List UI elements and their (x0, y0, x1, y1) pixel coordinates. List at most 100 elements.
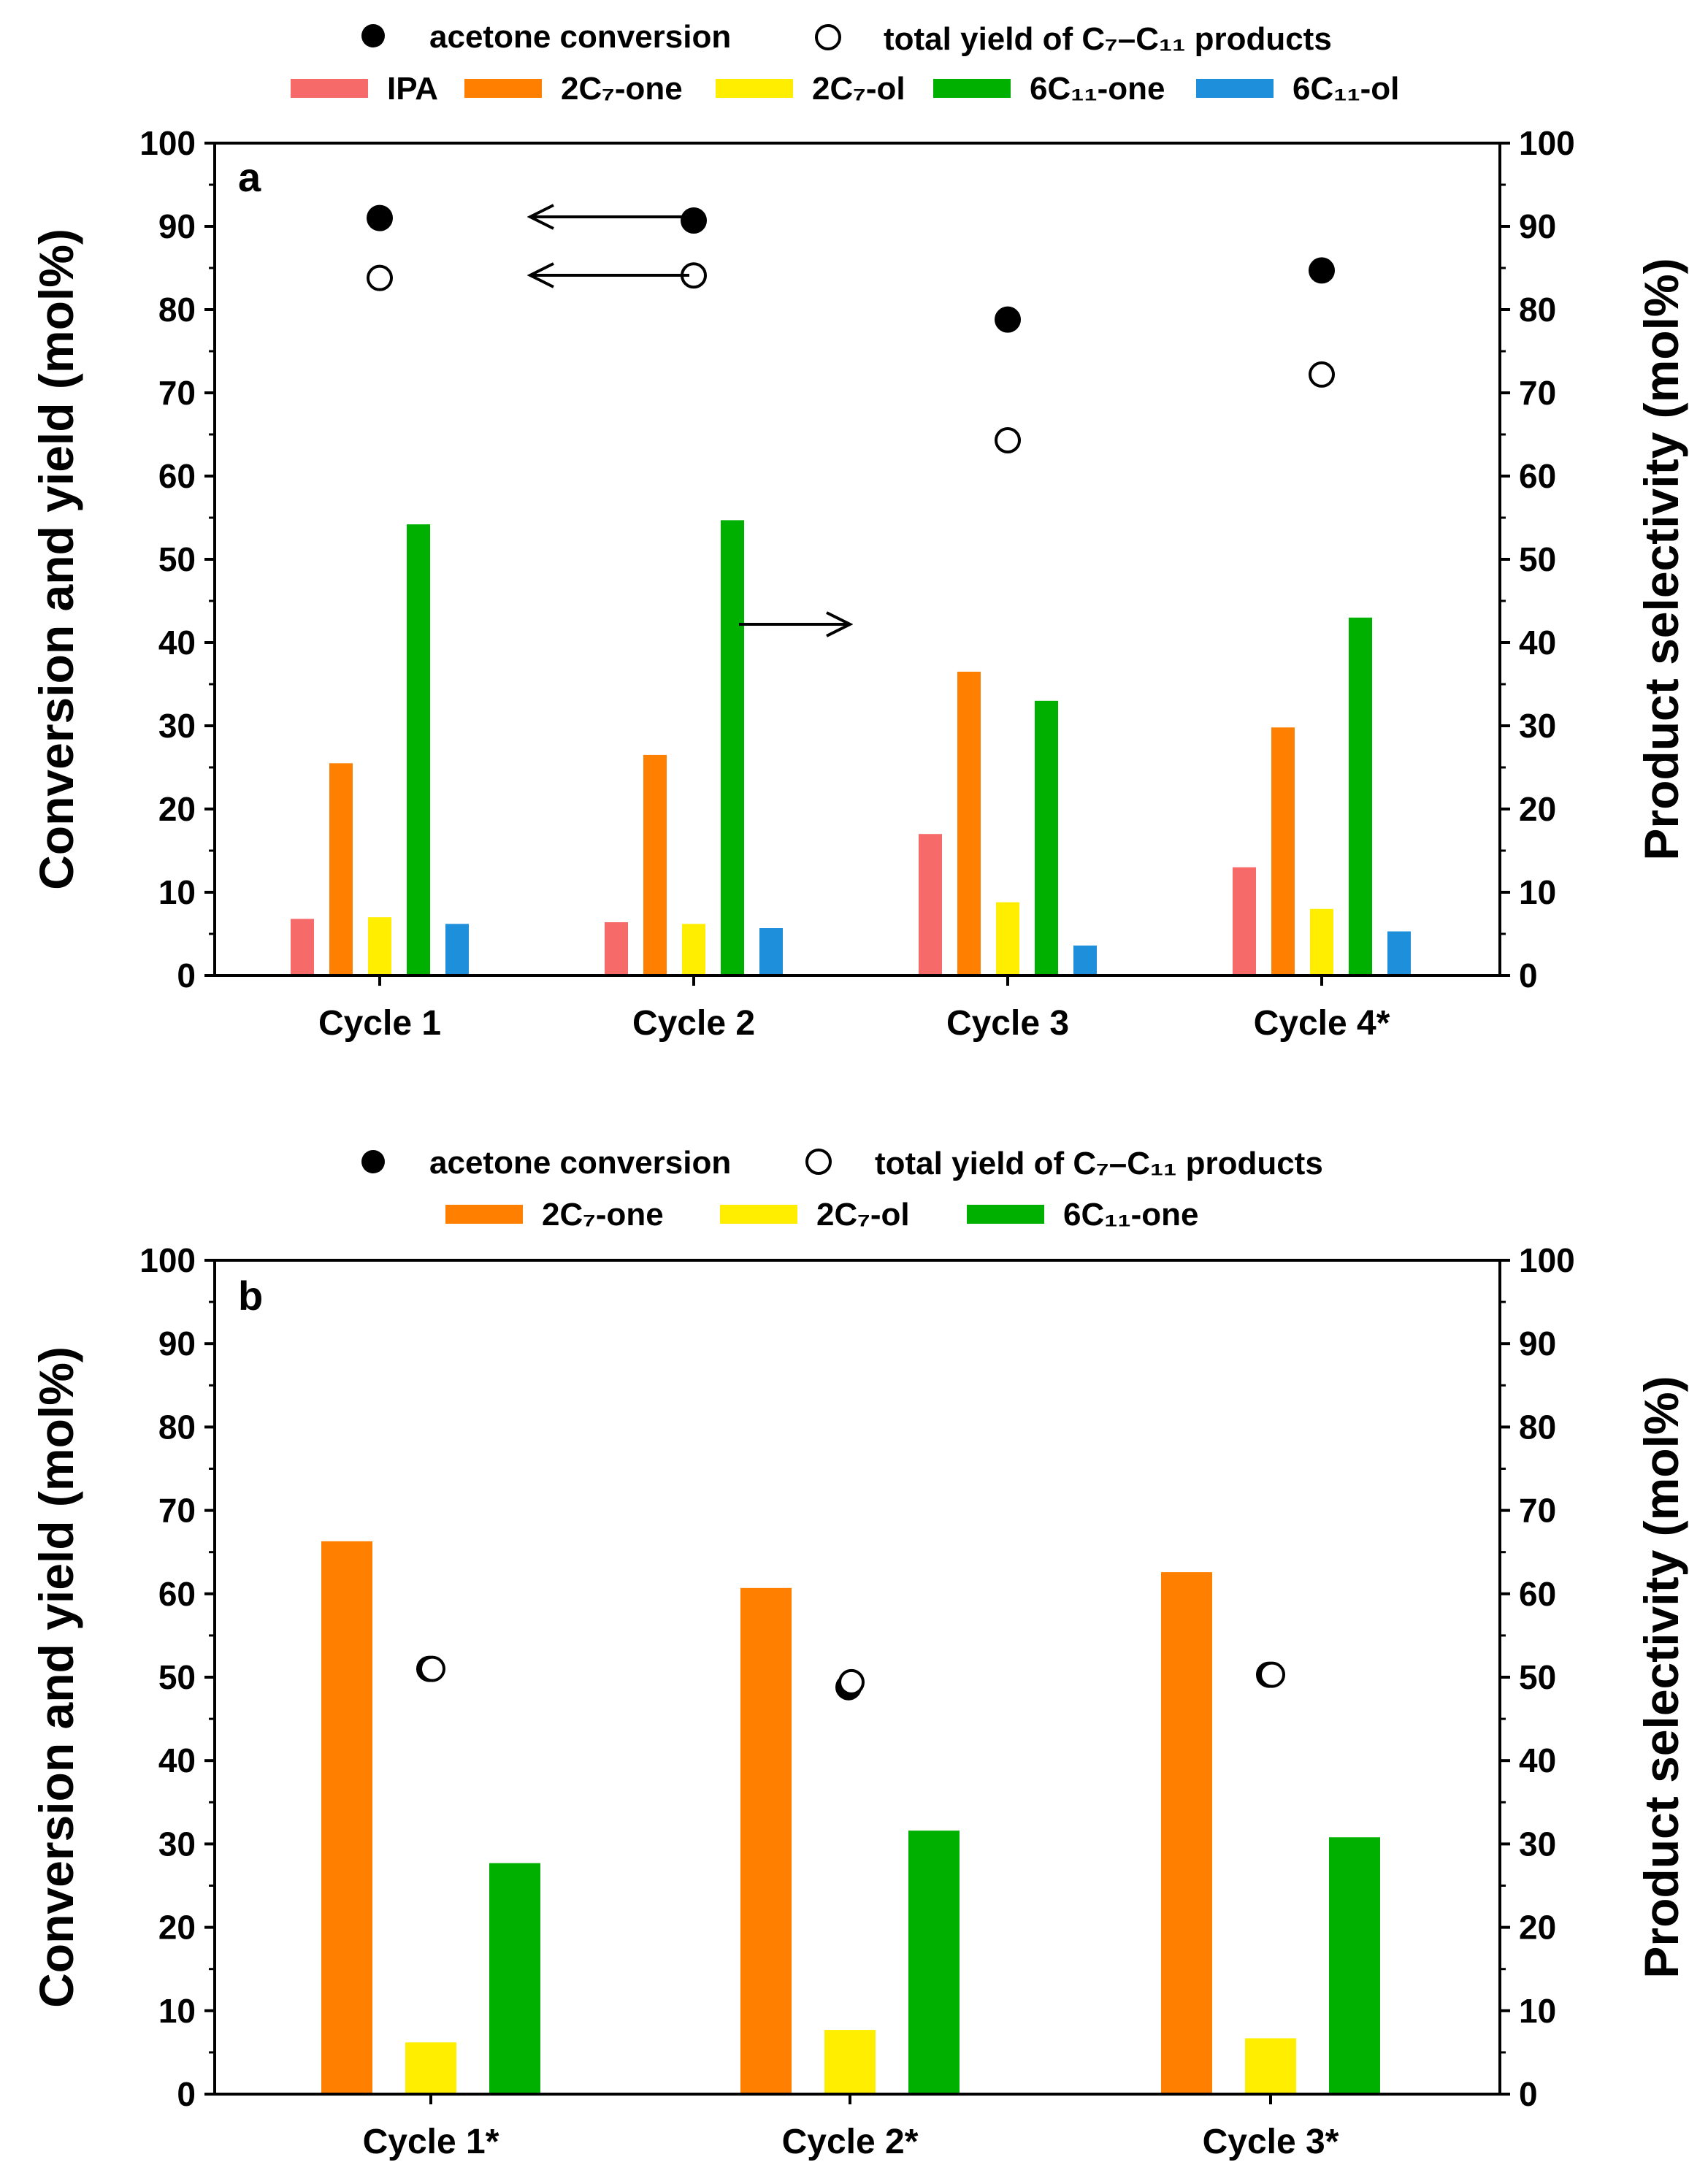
right-tick-label: 20 (1519, 790, 1556, 828)
point-total-yield-cycle-2 (838, 1668, 865, 1695)
point-acetone-conversion-cycle-3 (995, 306, 1021, 333)
left-tick-label: 100 (139, 1241, 196, 1279)
right-tick-label: 50 (1519, 540, 1556, 578)
panel-a-plot-frame (213, 142, 1501, 977)
bar-2c7-ol-cycle-4 (1310, 908, 1333, 975)
bar-2c7-ol-cycle-3 (996, 902, 1019, 975)
right-tick-label: 60 (1519, 1575, 1556, 1613)
left-tick-label: 80 (158, 1408, 196, 1446)
left-tick-label: 40 (158, 624, 196, 662)
right-tick-label: 60 (1519, 457, 1556, 495)
legend-label-total-yield: total yield of C₇–C₁₁ products (884, 21, 1332, 57)
left-tick-label: 40 (158, 1741, 196, 1779)
x-tick-label: Cycle 3* (1203, 2123, 1339, 2161)
legend-swatch-2c7-ol (716, 79, 793, 98)
panel-b-points (416, 1655, 1285, 1701)
bar-6c11-one-cycle-1 (489, 1863, 540, 2094)
panel-a-label: a (238, 154, 261, 200)
bar-2c7-ol-cycle-3 (1245, 2038, 1296, 2094)
legend-label-6c11-one: 6C₁₁-one (1063, 1197, 1199, 1233)
panel-a-points (367, 204, 1335, 453)
panel-b-plot-frame (213, 1259, 1501, 2096)
legend-swatch-2c7-one (464, 79, 542, 98)
bar-6c11-one-cycle-2 (721, 520, 744, 975)
x-tick-label: Cycle 1 (318, 1004, 441, 1043)
point-total-yield-cycle-3 (995, 426, 1021, 453)
right-tick-label: 80 (1519, 291, 1556, 329)
panel-b-bars (321, 1541, 1380, 2094)
right-tick-label: 0 (1519, 2075, 1538, 2113)
bar-2c7-one-cycle-2 (740, 1587, 792, 2094)
legend-swatch-2c7-one (445, 1205, 523, 1224)
point-acetone-conversion-cycle-2 (681, 207, 707, 234)
bar-6c11-ol-cycle-4 (1387, 931, 1411, 975)
legend-label-2c7-one: 2C₇-one (542, 1197, 664, 1233)
left-tick-label: 30 (158, 1825, 196, 1863)
point-acetone-conversion-cycle-4 (1309, 257, 1335, 284)
bar-2c7-one-cycle-3 (1161, 1572, 1212, 2094)
right-tick-label: 30 (1519, 707, 1556, 745)
right-tick-label: 10 (1519, 873, 1556, 911)
legend-label-2c7-ol: 2C₇-ol (812, 71, 905, 107)
left-tick-label: 60 (158, 1575, 196, 1613)
bar-ipa-cycle-4 (1233, 867, 1256, 975)
point-total-yield-cycle-3 (1259, 1661, 1285, 1688)
bar-6c11-one-cycle-1 (407, 524, 430, 975)
left-tick-label: 10 (158, 1992, 196, 2030)
right-tick-label: 30 (1519, 1825, 1556, 1863)
left-tick-label: 0 (177, 957, 196, 994)
panel-a-ticks: 0 0 10 10 20 20 30 30 40 40 50 50 60 60 70 70 80 80 90 90 10… (139, 124, 1575, 1043)
bar-2c7-one-cycle-4 (1271, 727, 1295, 975)
right-tick-label: 100 (1519, 1241, 1575, 1279)
right-tick-label: 100 (1519, 124, 1575, 162)
right-tick-label: 90 (1519, 207, 1556, 245)
x-tick-label: Cycle 2* (782, 2123, 919, 2161)
bar-6c11-ol-cycle-2 (759, 928, 783, 975)
right-tick-label: 20 (1519, 1909, 1556, 1947)
bar-2c7-ol-cycle-2 (682, 924, 705, 975)
panel-b-label: b (238, 1273, 263, 1319)
legend-filled-marker (361, 24, 385, 47)
legend-open-marker (815, 24, 841, 50)
left-tick-label: 70 (158, 1492, 196, 1530)
panel-b-chart: acetone conversion total yield of C₇–C₁₁… (29, 1145, 1688, 2161)
left-tick-label: 20 (158, 790, 196, 828)
bar-2c7-ol-cycle-2 (824, 2030, 876, 2094)
legend-label-6c11-one: 6C₁₁-one (1030, 71, 1165, 107)
legend-swatch-ipa (291, 79, 368, 98)
panel-a-right-axis-title: Product selectivity (mol%) (1634, 258, 1688, 860)
left-tick-label: 50 (158, 540, 196, 578)
panel-b-ticks: 0 0 10 10 20 20 30 30 40 40 50 50 60 60 70 70 80 80 90 90 10… (139, 1241, 1575, 2161)
x-tick-label: Cycle 2 (632, 1004, 755, 1043)
legend-label-2c7-one: 2C₇-one (561, 71, 683, 107)
point-total-yield-cycle-1 (419, 1655, 445, 1682)
bar-ipa-cycle-1 (291, 919, 314, 975)
left-tick-label: 50 (158, 1658, 196, 1696)
x-tick-label: Cycle 1* (363, 2123, 499, 2161)
left-tick-label: 20 (158, 1909, 196, 1947)
left-tick-label: 80 (158, 291, 196, 329)
panel-a-legend: acetone conversion total yield of C₇–C₁₁… (291, 19, 1399, 107)
bar-2c7-one-cycle-2 (643, 754, 667, 975)
legend-swatch-6c11-one (933, 79, 1011, 98)
legend-label-conversion: acetone conversion (429, 19, 731, 55)
panel-a-left-axis-title: Conversion and yield (mol%) (29, 229, 83, 890)
legend-label-2c7-ol: 2C₇-ol (816, 1197, 910, 1233)
bar-6c11-ol-cycle-3 (1073, 945, 1097, 975)
legend-label-6c11-ol: 6C₁₁-ol (1293, 71, 1399, 107)
bar-2c7-one-cycle-1 (329, 763, 353, 975)
right-tick-label: 0 (1519, 957, 1538, 994)
left-tick-label: 60 (158, 457, 196, 495)
left-tick-label: 70 (158, 374, 196, 412)
x-tick-label: Cycle 3 (946, 1004, 1069, 1043)
legend-swatch-6c11-one (967, 1205, 1044, 1224)
point-total-yield-cycle-4 (1309, 361, 1335, 388)
x-tick-label: Cycle 4* (1254, 1004, 1390, 1043)
panel-b-legend: acetone conversion total yield of C₇–C₁₁… (361, 1145, 1323, 1233)
panel-a-chart: acetone conversion total yield of C₇–C₁₁… (29, 19, 1688, 1043)
right-tick-label: 40 (1519, 624, 1556, 662)
panel-a-bars (291, 520, 1411, 975)
left-tick-label: 100 (139, 124, 196, 162)
left-tick-label: 30 (158, 707, 196, 745)
